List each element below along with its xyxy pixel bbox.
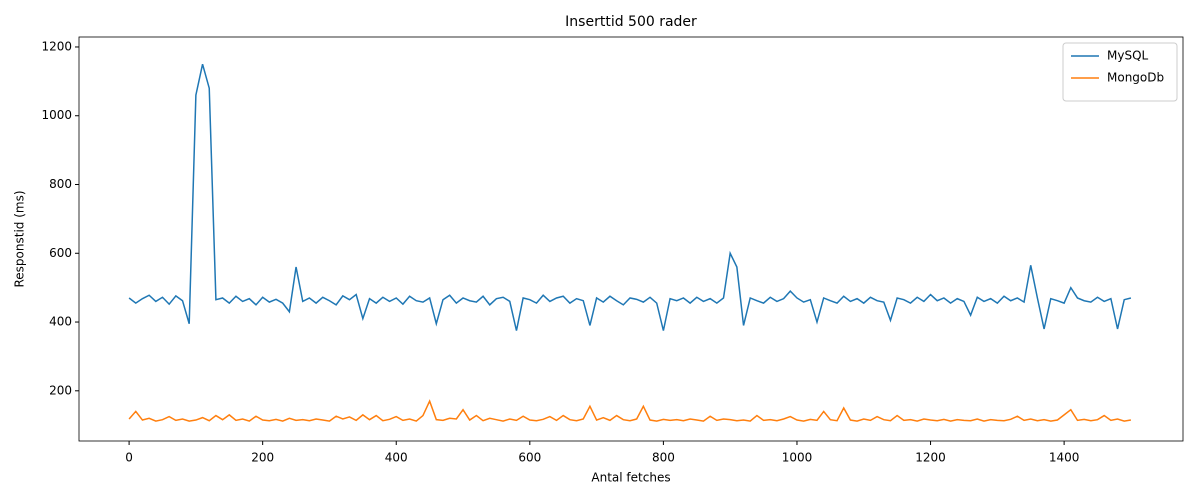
x-axis-label: Antal fetches [591,471,670,485]
line-series [128,399,1132,422]
x-tick-label: 400 [385,451,408,465]
legend-label: MongoDb [1107,71,1164,85]
legend-label: MySQL [1107,49,1149,63]
y-tick-label: 1200 [41,39,72,53]
x-tick-label: 1400 [1049,451,1080,465]
x-tick-label: 1000 [782,451,813,465]
legend-box [1062,42,1178,102]
y-tick-label: 1000 [41,108,72,122]
y-tick-label: 200 [49,383,72,397]
line-series [128,63,1132,331]
x-tick-label: 600 [518,451,541,465]
x-tick-label: 1200 [915,451,946,465]
y-tick-label: 800 [49,177,72,191]
x-tick-label: 0 [125,451,133,465]
y-tick-label: 600 [49,246,72,260]
plot-frame [78,36,1184,442]
chart-title: Inserttid 500 rader [565,14,697,30]
x-tick-label: 800 [652,451,675,465]
y-axis-label: Responstid (ms) [13,190,27,287]
y-tick-label: 400 [49,315,72,329]
x-tick-label: 200 [251,451,274,465]
